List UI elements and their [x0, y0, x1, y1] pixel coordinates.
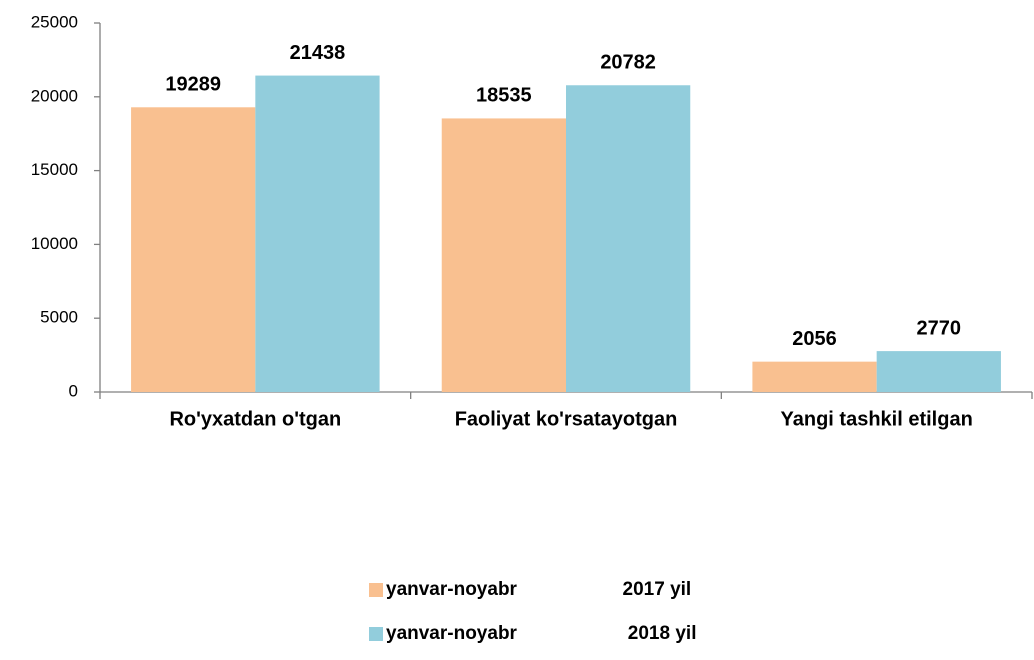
legend-swatch — [369, 583, 383, 597]
y-tick-label: 20000 — [31, 86, 78, 105]
legend-label: yanvar-noyabr 2017 yil — [386, 579, 691, 600]
y-tick-label: 15000 — [31, 160, 78, 179]
y-tick-label: 25000 — [31, 12, 78, 31]
bar — [441, 118, 566, 392]
legend-label: yanvar-noyabr 2018 yil — [386, 623, 696, 644]
x-tick-label: Faoliyat ko'rsatayotgan — [455, 408, 678, 430]
data-label: 21438 — [290, 42, 346, 64]
x-tick-label: Ro'yxatdan o'tgan — [169, 408, 341, 430]
y-tick-label: 5000 — [40, 308, 78, 327]
bar — [566, 85, 691, 392]
bar — [876, 351, 1001, 392]
data-label: 2770 — [917, 317, 962, 339]
x-tick-label: Yangi tashkil etilgan — [781, 408, 973, 430]
y-tick-label: 0 — [69, 381, 78, 400]
y-tick-label: 10000 — [31, 234, 78, 253]
data-label: 2056 — [792, 328, 837, 350]
bar — [752, 361, 877, 392]
data-label: 20782 — [600, 52, 656, 74]
bar — [131, 107, 256, 392]
data-label: 18535 — [476, 85, 532, 107]
bar — [255, 75, 380, 392]
data-label: 19289 — [165, 74, 221, 96]
legend-swatch — [369, 627, 383, 641]
